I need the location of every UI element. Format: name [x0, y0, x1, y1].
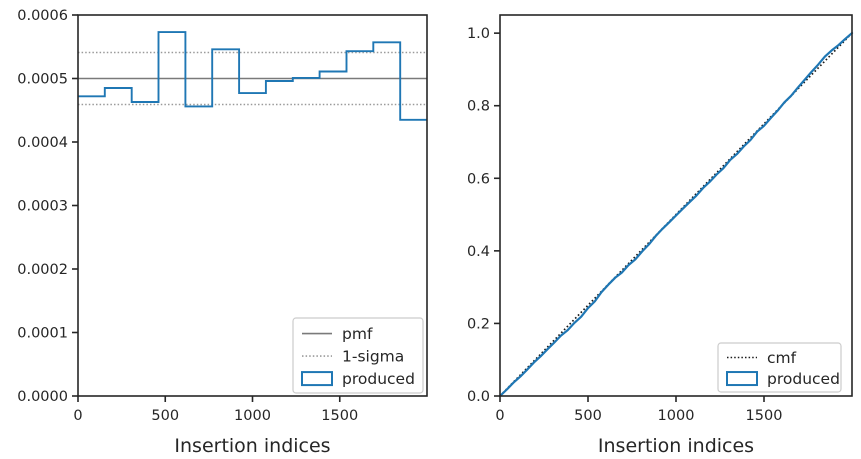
- right-axes-spines: [499, 14, 853, 397]
- x-tick-label: 1500: [746, 408, 783, 424]
- x-tick-label: 1000: [658, 408, 695, 424]
- y-tick-label: 0.0002: [17, 262, 68, 278]
- x-tick-label: 0: [73, 408, 82, 424]
- x-tick-label: 0: [495, 408, 504, 424]
- produced-histogram-step: [78, 31, 427, 121]
- right-subplot: 0 500 1000 1500 0.0 0.2 0.4 0.6 0.8 1.0 Insertion …: [467, 14, 854, 457]
- y-tick-label: 0.0: [467, 389, 490, 405]
- x-tick-label: 500: [151, 408, 179, 424]
- y-tick-label: 1.0: [467, 26, 490, 42]
- legend-label-produced: produced: [767, 370, 840, 388]
- left-x-axis-label: Insertion indices: [174, 435, 330, 457]
- legend-label-1-sigma: 1-sigma: [342, 348, 404, 366]
- x-tick-label: 1500: [321, 408, 358, 424]
- y-tick-label: 0.0001: [17, 326, 68, 342]
- x-tick-label: 500: [574, 408, 602, 424]
- right-x-axis-label: Insertion indices: [598, 435, 754, 457]
- y-tick-label: 0.4: [467, 244, 490, 260]
- legend-produced-sample: [301, 371, 333, 387]
- legend-label-produced: produced: [342, 370, 415, 388]
- y-tick-label: 0.0003: [17, 199, 68, 215]
- y-tick-label: 0.6: [467, 171, 490, 187]
- y-tick-label: 0.0005: [17, 72, 68, 88]
- x-tick-label: 1000: [234, 408, 271, 424]
- legend-produced-sample: [726, 371, 758, 387]
- y-tick-label: 0.2: [467, 316, 490, 332]
- y-tick-label: 0.0000: [17, 389, 68, 405]
- produced-cmf-line: [498, 32, 854, 398]
- left-subplot: 0 500 1000 1500 0.0000 0.0001 0.0002 0.0003 0.00…: [17, 8, 428, 457]
- legend-label-cmf: cmf: [767, 349, 797, 367]
- y-tick-label: 0.0006: [17, 8, 68, 24]
- y-tick-label: 0.0004: [17, 135, 68, 151]
- legend-label-pmf: pmf: [342, 325, 373, 343]
- y-tick-label: 0.8: [467, 99, 490, 115]
